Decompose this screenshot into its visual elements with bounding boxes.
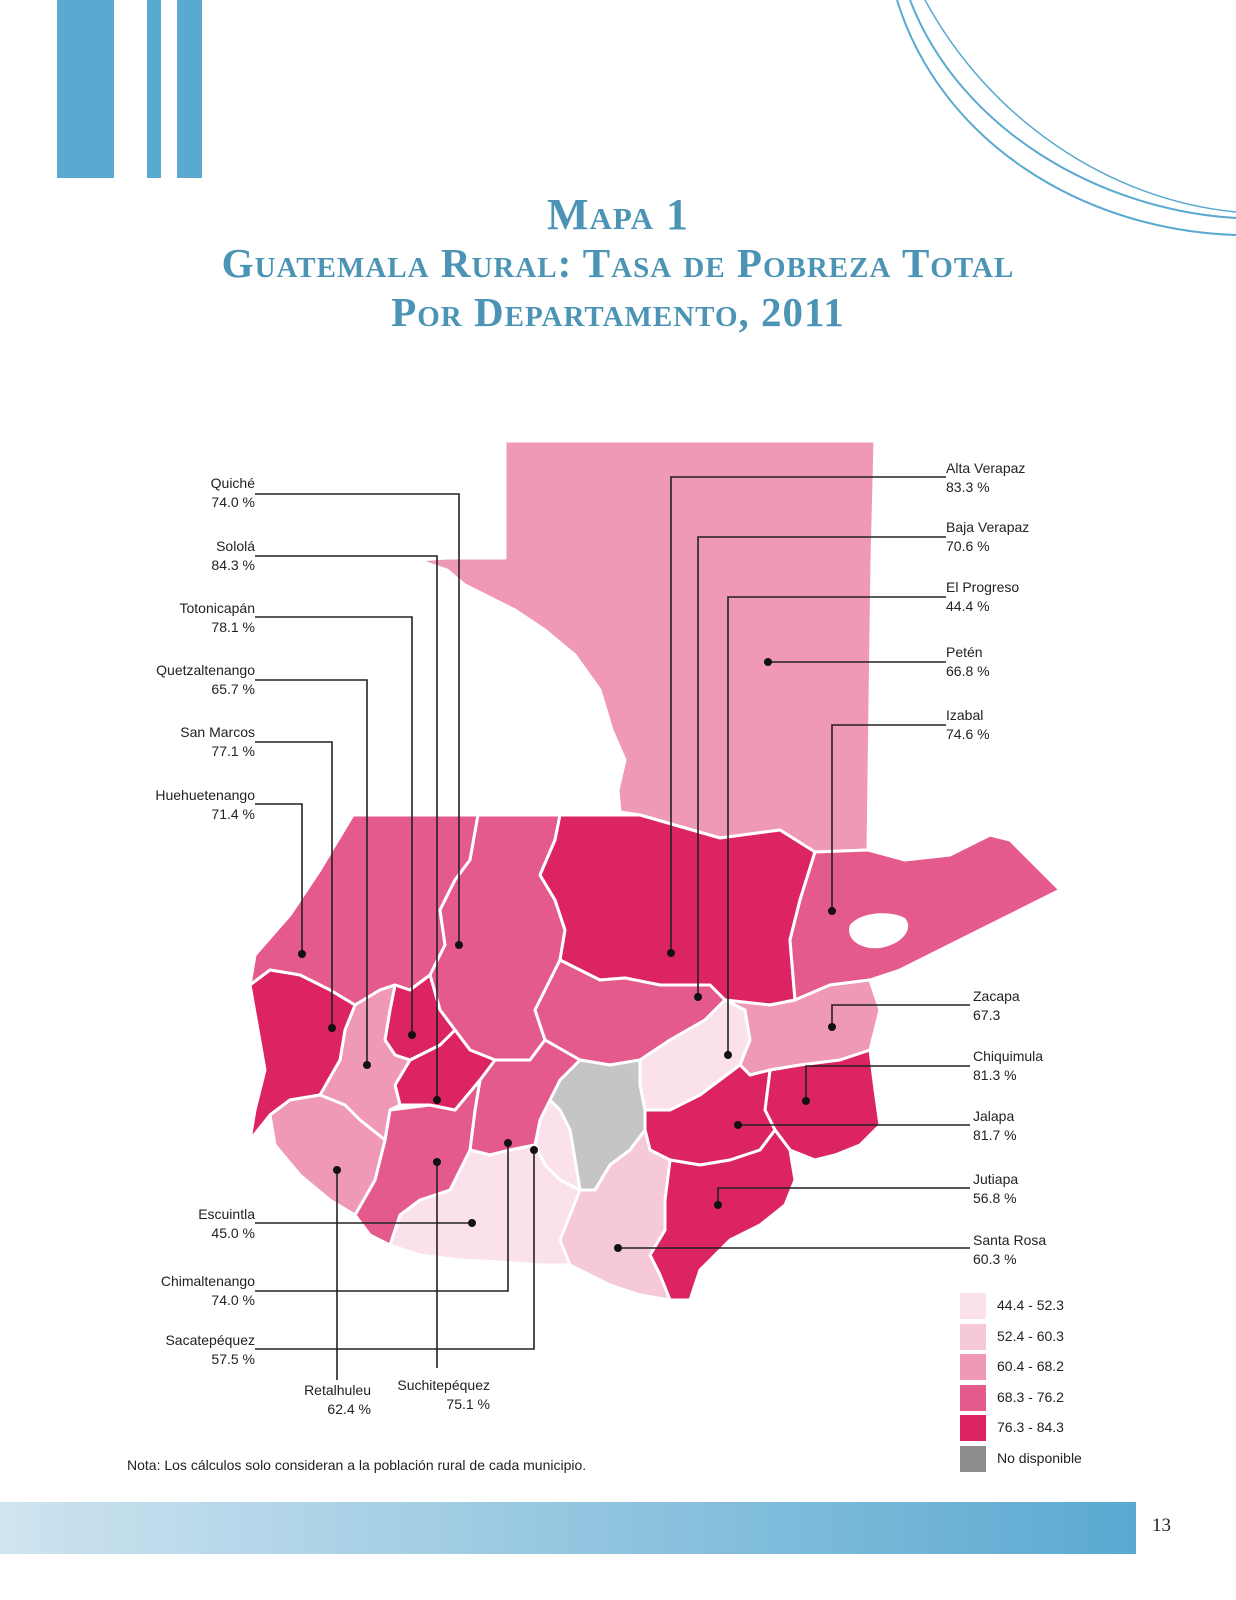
header-decorative-bar-1 (57, 0, 114, 178)
label-alta-verapaz: Alta Verapaz 83.3 % (946, 460, 1026, 495)
choropleth-map (248, 439, 1062, 1380)
legend-label: 76.3 - 84.3 (997, 1419, 1064, 1435)
legend-swatch (960, 1384, 986, 1411)
legend-label: 44.4 - 52.3 (997, 1297, 1064, 1313)
page-number: 13 (1152, 1515, 1171, 1536)
legend-swatch (960, 1415, 986, 1441)
title-line-2: Guatemala Rural: Tasa de Pobreza Total (221, 240, 1015, 286)
legend-label: No disponible (997, 1449, 1082, 1466)
region-izabal (788, 833, 1062, 1002)
legend-swatch (960, 1293, 986, 1319)
lake-izabal (849, 913, 909, 949)
label-retalhuleu: Retalhuleu 62.4 % (304, 1382, 371, 1417)
label-zacapa: Zacapa 67.3 (973, 988, 1020, 1023)
footnote: Nota: Los cálculos solo consideran a la … (127, 1457, 587, 1473)
label-quetzaltenango: Quetzaltenango 65.7 % (156, 662, 255, 697)
label-santa-rosa: Santa Rosa 60.3 % (973, 1232, 1047, 1267)
region-peten (416, 439, 877, 854)
title-line-3: Por Departamento, 2011 (391, 289, 845, 335)
region-retalhuleu (268, 1093, 387, 1217)
decorative-arcs (896, 0, 1236, 236)
label-jutiapa: Jutiapa 56.8 % (973, 1171, 1019, 1206)
header-decorative-bar-2 (147, 0, 161, 178)
label-totonicapan: Totonicapán 78.1 % (179, 600, 255, 635)
title-line-1: Mapa 1 (547, 190, 689, 239)
label-jalapa: Jalapa 81.7 % (973, 1108, 1017, 1143)
label-baja-verapaz: Baja Verapaz 70.6 % (946, 519, 1030, 554)
legend-label: 52.4 - 60.3 (997, 1327, 1064, 1344)
label-huehuetenango: Huehuetenango 71.4 % (155, 787, 255, 822)
legend-swatch (960, 1323, 986, 1350)
label-quiche: Quiché 74.0 % (210, 475, 255, 510)
label-chimaltenango: Chimaltenango 74.0 % (160, 1273, 255, 1308)
legend-swatch (960, 1354, 986, 1380)
label-el-progreso: El Progreso 44.4 % (946, 579, 1020, 614)
label-sacatepequez: Sacatepéquez 57.5 % (165, 1332, 255, 1367)
legend-label: 68.3 - 76.2 (997, 1388, 1064, 1405)
map-title: Mapa 1 Guatemala Rural: Tasa de Pobreza … (0, 190, 1236, 337)
label-san-marcos: San Marcos 77.1 % (180, 724, 255, 759)
label-suchitepequez: Suchitepéquez 75.1 % (397, 1377, 490, 1412)
legend-label: 60.4 - 68.2 (997, 1358, 1064, 1374)
legend-swatch (960, 1445, 986, 1472)
header-decorative-bar-3 (177, 0, 202, 178)
label-chiquimula: Chiquimula 81.3 % (973, 1048, 1044, 1083)
label-escuintla: Escuintla 45.0 % (198, 1206, 255, 1241)
label-peten: Petén 66.8 % (946, 644, 990, 679)
label-izabal: Izabal 74.6 % (946, 707, 990, 742)
label-solola: Sololá 84.3 % (211, 538, 255, 573)
footer-bar (0, 1502, 1136, 1554)
